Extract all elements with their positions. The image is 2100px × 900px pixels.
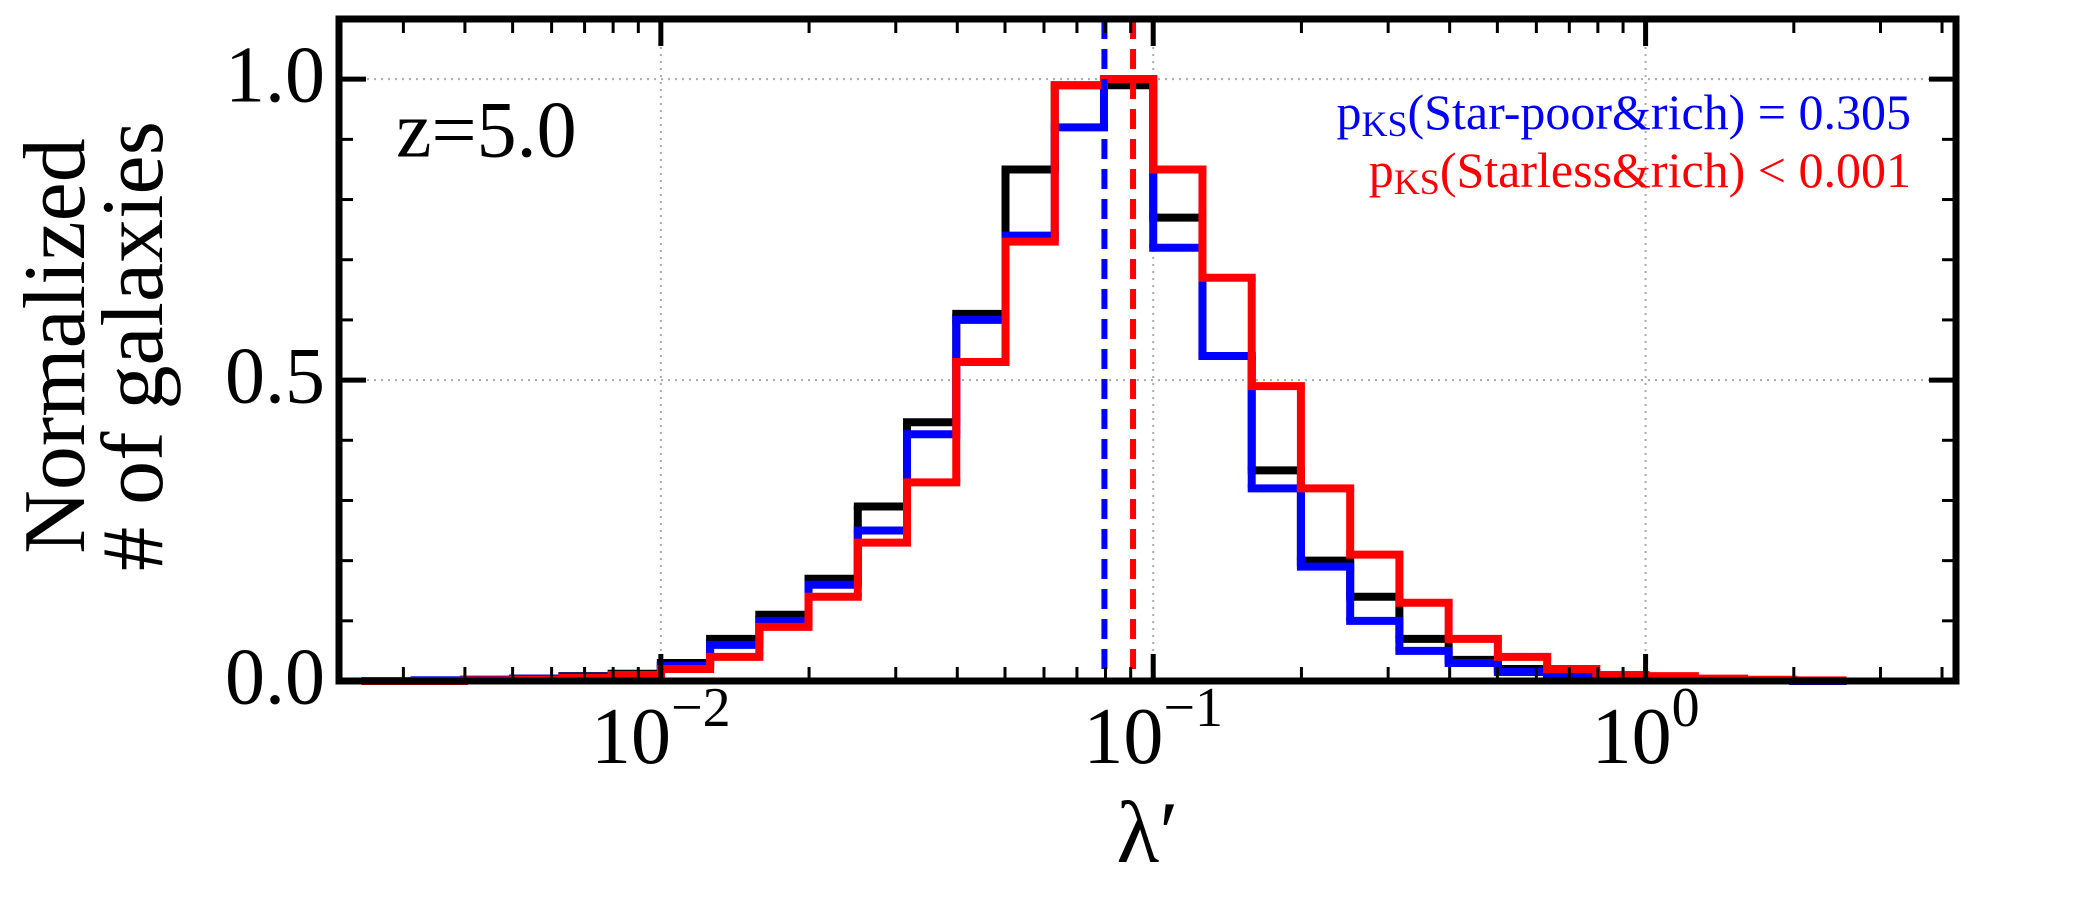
tick-base: 10: [1592, 693, 1672, 781]
tick-exponent: −2: [671, 677, 731, 739]
x-axis-label: λ′: [1117, 785, 1179, 882]
ks-prefix: p: [1337, 84, 1362, 140]
x-tick-label: 100: [1592, 677, 1700, 782]
ks-annotation: pKS(Star-poor&rich) = 0.305: [1337, 84, 1912, 144]
plot-frame: [335, 15, 1960, 685]
ks-text: (Starless&rich) < 0.001: [1440, 142, 1911, 198]
y-axis-label: Normalized: [7, 138, 104, 553]
ks-annotation: pKS(Starless&rich) < 0.001: [1369, 142, 1911, 202]
tick-exponent: −1: [1163, 677, 1223, 739]
y-axis-label: # of galaxies: [85, 121, 182, 571]
y-tick-label: 1.0: [225, 32, 325, 120]
ks-text: (Star-poor&rich) = 0.305: [1408, 84, 1911, 140]
ks-subscript: KS: [1394, 162, 1440, 202]
tick-base: 10: [591, 693, 671, 781]
x-tick-label: 10−1: [1083, 677, 1223, 782]
tick-exponent: 0: [1672, 677, 1700, 739]
x-tick-label: 10−2: [591, 677, 731, 782]
y-tick-label: 0.5: [225, 332, 325, 420]
tick-base: 10: [1083, 693, 1163, 781]
y-tick-label: 0.0: [225, 633, 325, 721]
ks-prefix: p: [1369, 142, 1394, 198]
panel-label: z=5.0: [396, 86, 577, 174]
ks-subscript: KS: [1362, 104, 1408, 144]
